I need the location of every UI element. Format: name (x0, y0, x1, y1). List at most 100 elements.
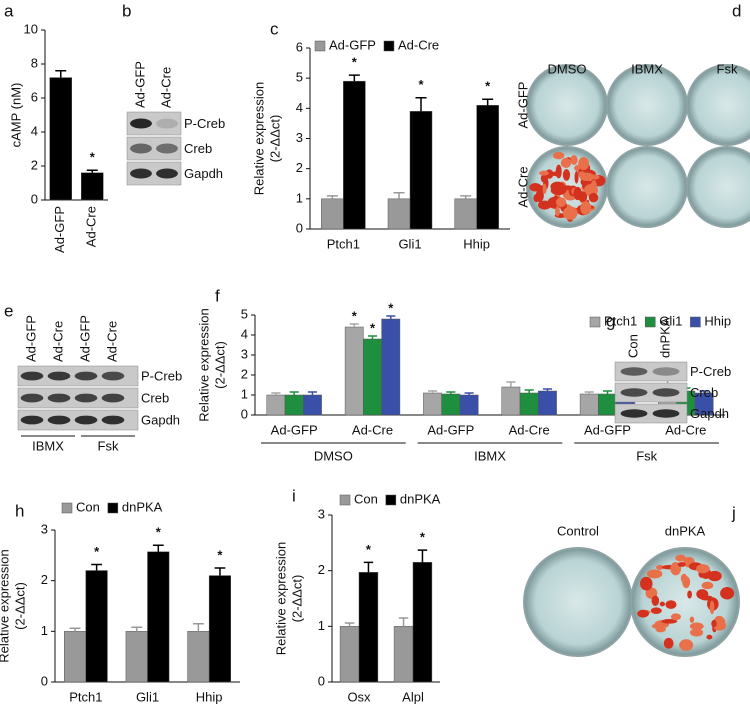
stain-spot (706, 634, 713, 640)
row-label: Gapdh (184, 166, 223, 181)
y-tick-label: 1 (296, 190, 303, 205)
y-tick-label: 0 (41, 673, 48, 688)
legend-swatch (61, 502, 73, 514)
bar (519, 392, 539, 416)
stain-spot (711, 619, 717, 628)
stain-spot (689, 616, 695, 623)
stain-spot (640, 576, 653, 591)
error-bar (506, 381, 516, 387)
x-tick-label: Ad-GFP (584, 422, 631, 437)
error-bar (214, 567, 226, 576)
blot-band (156, 143, 178, 154)
legend-swatch (690, 316, 701, 328)
legend-label: Hhip (704, 313, 731, 328)
stain-spot (542, 183, 547, 194)
significance-label: * (370, 320, 376, 335)
error-bar (192, 622, 204, 632)
stain-spot (562, 206, 578, 220)
stain-spot (720, 587, 735, 600)
blot-band (130, 118, 152, 129)
column-label: Control (557, 523, 599, 538)
blot-band (130, 168, 152, 179)
error-bar (91, 563, 103, 571)
stain-spot (578, 171, 586, 178)
error-bar (55, 70, 67, 78)
x-tick-label: Osx (347, 689, 371, 704)
stain-spot (651, 595, 660, 606)
well (525, 549, 631, 655)
row-label: P-Creb (184, 116, 225, 131)
error-bar (398, 617, 409, 627)
blot-band (74, 415, 98, 425)
y-axis-label: cAMP (nM) (8, 83, 23, 148)
bar (339, 626, 360, 683)
column-label: Ad-GFP (23, 315, 38, 362)
error-bar (326, 195, 338, 199)
stain-spot (540, 174, 547, 183)
blot-band (101, 371, 125, 381)
significance-label: * (352, 55, 358, 70)
blot-strip (614, 382, 688, 403)
y-axis-label: (2-ΔΔct) (267, 115, 282, 163)
stain-spot (574, 171, 579, 184)
row-label: Creb (184, 141, 212, 156)
blot-band (101, 415, 125, 425)
x-tick-label: Ad-Cre (665, 422, 706, 437)
panel-letter: i (292, 486, 296, 505)
error-bar (152, 544, 164, 552)
error-bar (524, 389, 534, 393)
bar (393, 626, 414, 683)
panel-letter: a (4, 1, 14, 20)
error-bar (363, 561, 374, 573)
panel-letter: j (731, 503, 736, 522)
stain-spot (590, 180, 597, 191)
stain-spot (637, 609, 649, 618)
y-tick-label: 0 (31, 191, 38, 206)
row-label: Creb (141, 390, 169, 405)
column-label: DMSO (548, 61, 587, 76)
stain-spot (580, 201, 592, 215)
y-tick-label: 2 (41, 572, 48, 587)
blot-strip (126, 136, 182, 161)
error-bar (386, 315, 396, 319)
blot-band (652, 409, 680, 418)
significance-label: * (156, 525, 162, 540)
blot-band (74, 371, 98, 381)
legend-swatch (107, 502, 119, 514)
blot-band (652, 388, 680, 397)
error-bar (417, 549, 428, 563)
panel-letter: b (122, 1, 131, 20)
row-label: Gapdh (690, 406, 729, 421)
y-tick-label: 3 (296, 130, 303, 145)
x-tick-label: Ad-GFP (52, 206, 67, 253)
y-tick-label: 5 (241, 306, 248, 321)
row-label: Ad-GFP (515, 82, 530, 129)
column-label: Ad-Cre (104, 321, 119, 362)
error-bar (415, 97, 427, 112)
bar (454, 198, 477, 230)
blot-band (47, 393, 71, 403)
y-tick-label: 0 (318, 673, 325, 688)
blot-band (47, 371, 71, 381)
error-bar (344, 622, 355, 627)
stain-spot (646, 569, 663, 579)
error-bar (482, 98, 494, 106)
bar (423, 392, 442, 416)
stain-spot (588, 192, 599, 203)
y-tick-label: 1 (41, 623, 48, 638)
stain-spot (677, 562, 686, 567)
column-label: Ad-GFP (132, 61, 147, 108)
stain-spot (689, 622, 704, 630)
blot-band (20, 371, 44, 381)
error-bar (602, 390, 613, 394)
x-tick-label: Ptch1 (69, 689, 102, 704)
significance-label: * (420, 530, 426, 545)
blot-strip (126, 161, 182, 186)
stain-spot (555, 197, 567, 208)
group-label: DMSO (314, 448, 353, 463)
stain-spot (529, 182, 542, 192)
bar (358, 572, 379, 683)
y-tick-label: 4 (296, 100, 303, 115)
stain-spot (555, 206, 560, 217)
